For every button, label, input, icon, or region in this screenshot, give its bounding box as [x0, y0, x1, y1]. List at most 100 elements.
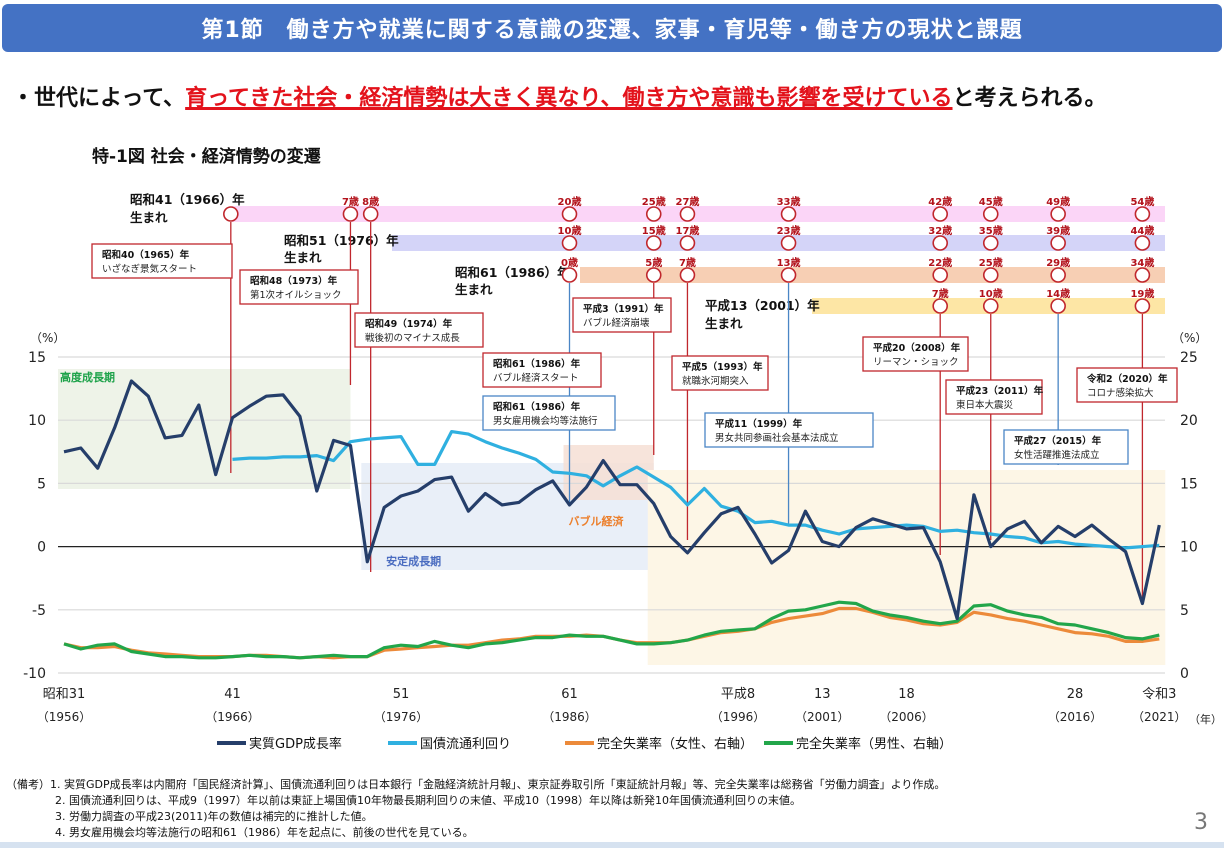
x-tick-year: （2001） — [795, 710, 850, 724]
age-label: 10歳 — [558, 224, 582, 237]
age-label: 34歳 — [1130, 256, 1154, 269]
figure-title: 特-1図 社会・経済情勢の変遷 — [92, 147, 321, 167]
age-marker — [780, 206, 797, 222]
x-tick-era: 13 — [814, 687, 831, 702]
age-label: 25歳 — [979, 256, 1003, 269]
left-tick-label: 10 — [28, 413, 46, 429]
left-tick-label: 0 — [37, 540, 46, 556]
age-label: 7歳 — [679, 256, 696, 269]
note-2: 2. 国債流通利回りは、平成9（1997）年以前は東証上場国債10年物最長期利回… — [55, 794, 801, 807]
event-title: 平成27（2015）年 — [1014, 435, 1102, 447]
left-tick-label: -5 — [32, 603, 46, 619]
section-header: 第1節 働き方や就業に関する意識の変遷、家事・育児等・働き方の現状と課題 — [2, 4, 1222, 52]
event-box — [239, 269, 359, 305]
age-label: 0歳 — [561, 256, 578, 269]
age-label: 33歳 — [777, 195, 801, 208]
age-marker — [932, 267, 949, 283]
age-label: 5歳 — [645, 256, 662, 269]
cohort-label: 平成13（2001）年 — [705, 298, 820, 313]
age-marker — [982, 267, 999, 283]
cohort-band — [392, 235, 1165, 251]
age-marker — [1134, 267, 1151, 283]
event-title: 平成5（1993）年 — [682, 361, 763, 373]
right-tick-label: 25 — [1180, 350, 1198, 366]
x-tick-year: （1986） — [542, 710, 597, 724]
legend-label: 完全失業率（女性、右軸） — [597, 736, 753, 752]
x-tick-era: 51 — [393, 687, 410, 702]
period-label: 高度成長期 — [60, 370, 115, 384]
page-number: 3 — [1194, 810, 1208, 835]
event-title: 昭和61（1986）年 — [493, 358, 581, 370]
cohort-band — [580, 267, 1165, 283]
x-tick-era: 昭和31 — [43, 687, 86, 702]
age-label: 15歳 — [642, 224, 666, 237]
cohort-label: 昭和51（1976）年 — [284, 233, 399, 248]
cohort-band — [232, 206, 1165, 222]
cohort-label: 昭和41（1966）年 — [130, 192, 245, 207]
event-text: 戦後初のマイナス成長 — [365, 332, 460, 344]
age-label: 22歳 — [928, 256, 952, 269]
event-box — [1003, 429, 1129, 465]
age-label: 23歳 — [777, 224, 801, 237]
age-label: 7歳 — [932, 287, 949, 300]
event-box — [482, 395, 616, 431]
event-text: コロナ感染拡大 — [1087, 387, 1154, 399]
x-tick-year: （1996） — [711, 710, 766, 724]
x-tick-year: （2016） — [1048, 710, 1103, 724]
note-4: 4. 男女雇用機会均等法施行の昭和61（1986）年を起点に、前後の世代を見てい… — [55, 826, 474, 839]
right-tick-label: 10 — [1180, 540, 1198, 556]
age-label: 19歳 — [1130, 287, 1154, 300]
series-line-3 — [63, 600, 1160, 660]
age-marker — [932, 206, 949, 222]
legend-label: 完全失業率（男性、右軸） — [796, 736, 952, 752]
event-text: バブル経済崩壊 — [583, 317, 650, 329]
series-line-0 — [63, 379, 1161, 621]
age-marker — [780, 267, 797, 283]
event-title: 令和2（2020）年 — [1086, 373, 1168, 385]
age-marker — [1050, 298, 1066, 314]
event-box — [945, 379, 1043, 415]
age-marker — [1134, 235, 1151, 251]
period-band — [647, 470, 1166, 665]
event-title: 平成11（1999）年 — [715, 418, 803, 430]
age-marker — [780, 235, 797, 251]
age-marker — [679, 235, 696, 251]
age-label: 45歳 — [979, 195, 1003, 208]
lead-sentence: ・世代によって、育ってきた社会・経済情勢は大きく異なり、働き方や意識も影響を受け… — [12, 80, 1107, 112]
age-marker — [223, 206, 239, 222]
age-label: 25歳 — [642, 195, 666, 208]
event-box — [91, 243, 233, 279]
cohort-label-sub: 生まれ — [705, 316, 743, 331]
period-label: 安定成長期 — [386, 554, 441, 568]
event-text: 就職氷河期突入 — [682, 375, 749, 387]
age-label: 10歳 — [979, 287, 1003, 300]
age-label: 7歳 — [342, 195, 359, 208]
event-text: バブル経済スタート — [493, 372, 579, 384]
age-marker — [561, 235, 578, 251]
age-marker — [982, 235, 999, 251]
event-text: 第1次オイルショック — [250, 289, 342, 301]
right-tick-label: 5 — [1180, 603, 1189, 619]
x-tick-era: 28 — [1067, 687, 1084, 702]
event-title: 平成23（2011）年 — [956, 385, 1044, 397]
age-marker — [342, 206, 359, 222]
event-title: 昭和40（1965）年 — [102, 249, 190, 261]
cohort-label-sub: 生まれ — [455, 282, 493, 297]
age-marker — [1134, 206, 1151, 222]
lead-prefix: ・世代によって、 — [12, 86, 186, 111]
age-label: 49歳 — [1046, 195, 1070, 208]
age-label: 42歳 — [928, 195, 952, 208]
x-tick-era: 18 — [898, 687, 915, 702]
age-marker — [561, 267, 578, 283]
age-label: 20歳 — [558, 195, 582, 208]
age-marker — [679, 267, 696, 283]
period-band — [563, 445, 654, 500]
age-marker — [679, 206, 696, 222]
age-label: 35歳 — [979, 224, 1003, 237]
x-tick-era: 61 — [561, 687, 578, 702]
event-title: 昭和48（1973）年 — [250, 275, 338, 287]
event-box — [482, 352, 602, 388]
left-axis-unit: （%） — [30, 331, 65, 345]
age-marker — [645, 206, 662, 222]
event-text: 女性活躍推進法成立 — [1014, 449, 1100, 461]
